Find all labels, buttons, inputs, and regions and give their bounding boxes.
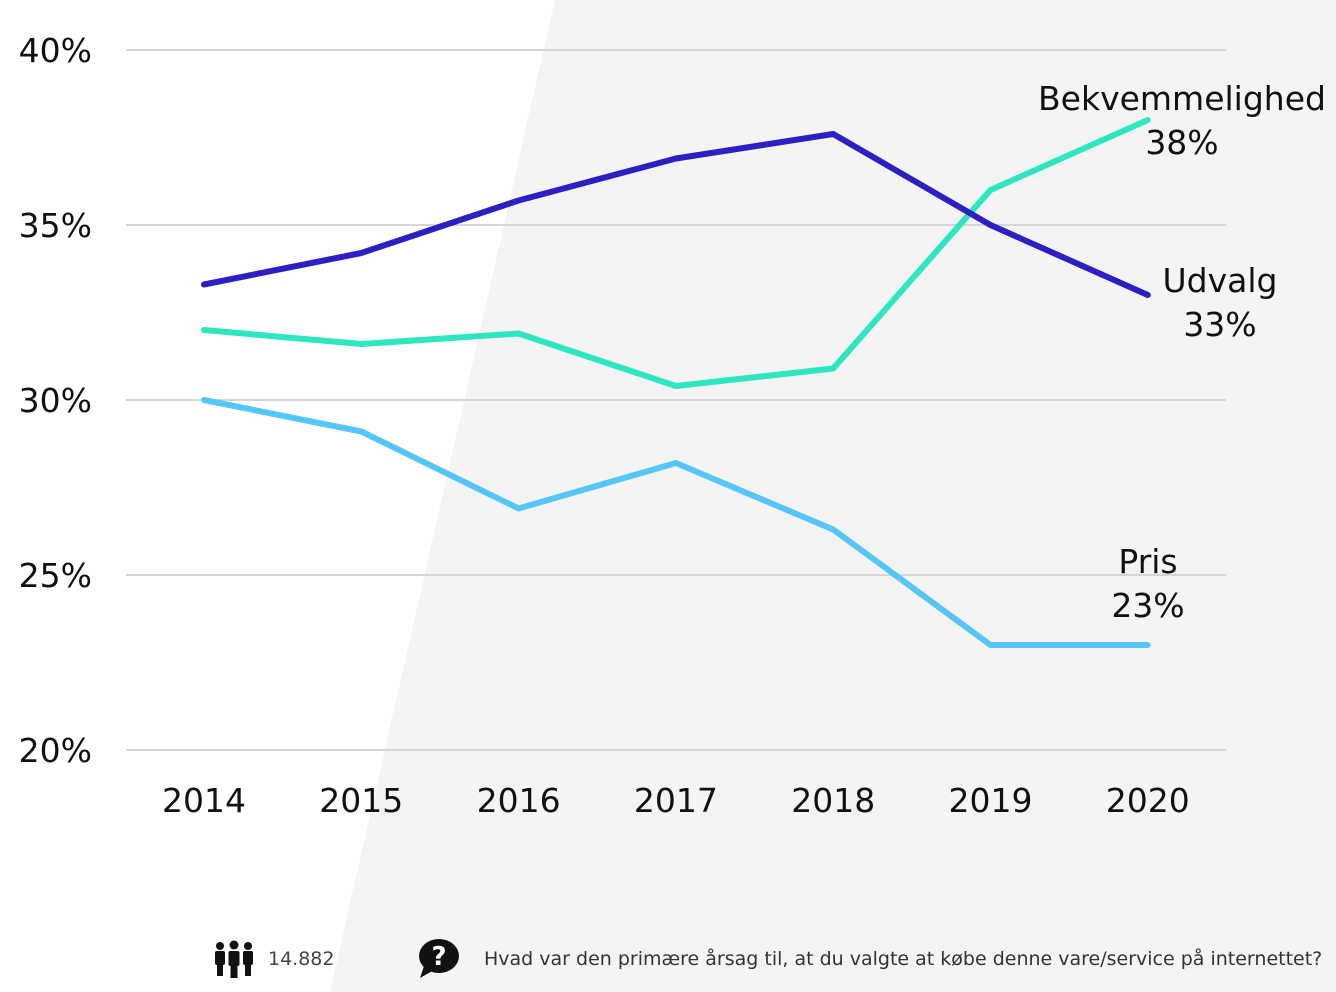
respondents-info: 14.882	[212, 936, 334, 982]
question-text: Hvad var den primære årsag til, at du va…	[484, 948, 1323, 970]
series-end-labels: Bekvemmelighed 38% Udvalg 33% Pris 23%	[1038, 79, 1326, 625]
y-tick-label: 35%	[19, 206, 92, 245]
x-tick-label: 2018	[791, 781, 875, 820]
y-tick-label: 40%	[19, 31, 92, 70]
series-name-label: Pris	[1118, 542, 1177, 581]
series-name-label: Bekvemmelighed	[1038, 79, 1326, 118]
series-value-label: 23%	[1111, 586, 1184, 625]
y-tick-label: 20%	[19, 731, 92, 770]
series-line-pris	[201, 397, 1151, 648]
series-value-label: 33%	[1183, 305, 1256, 344]
question-bubble-icon: ?	[416, 938, 460, 980]
y-tick-label: 25%	[19, 556, 92, 595]
respondents-count: 14.882	[268, 948, 335, 970]
x-tick-label: 2015	[319, 781, 403, 820]
series-line-bekvemmelighed	[201, 117, 1151, 389]
y-axis-tick-labels: 20% 25% 30% 35% 40%	[19, 31, 92, 770]
x-tick-label: 2014	[162, 781, 246, 820]
x-tick-label: 2016	[477, 781, 561, 820]
people-icon	[212, 940, 256, 978]
series-lines	[201, 117, 1151, 648]
x-tick-label: 2019	[949, 781, 1033, 820]
series-value-label: 38%	[1145, 123, 1218, 162]
y-tick-label: 30%	[19, 381, 92, 420]
svg-text:?: ?	[431, 942, 446, 972]
x-tick-label: 2017	[634, 781, 718, 820]
series-name-label: Udvalg	[1163, 261, 1278, 300]
gridlines	[126, 49, 1226, 751]
series-line-udvalg	[201, 131, 1151, 298]
x-tick-label: 2020	[1106, 781, 1190, 820]
survey-question: ? Hvad var den primære årsag til, at du …	[416, 936, 1322, 982]
x-axis-tick-labels: 2014 2015 2016 2017 2018 2019 2020	[162, 781, 1190, 820]
